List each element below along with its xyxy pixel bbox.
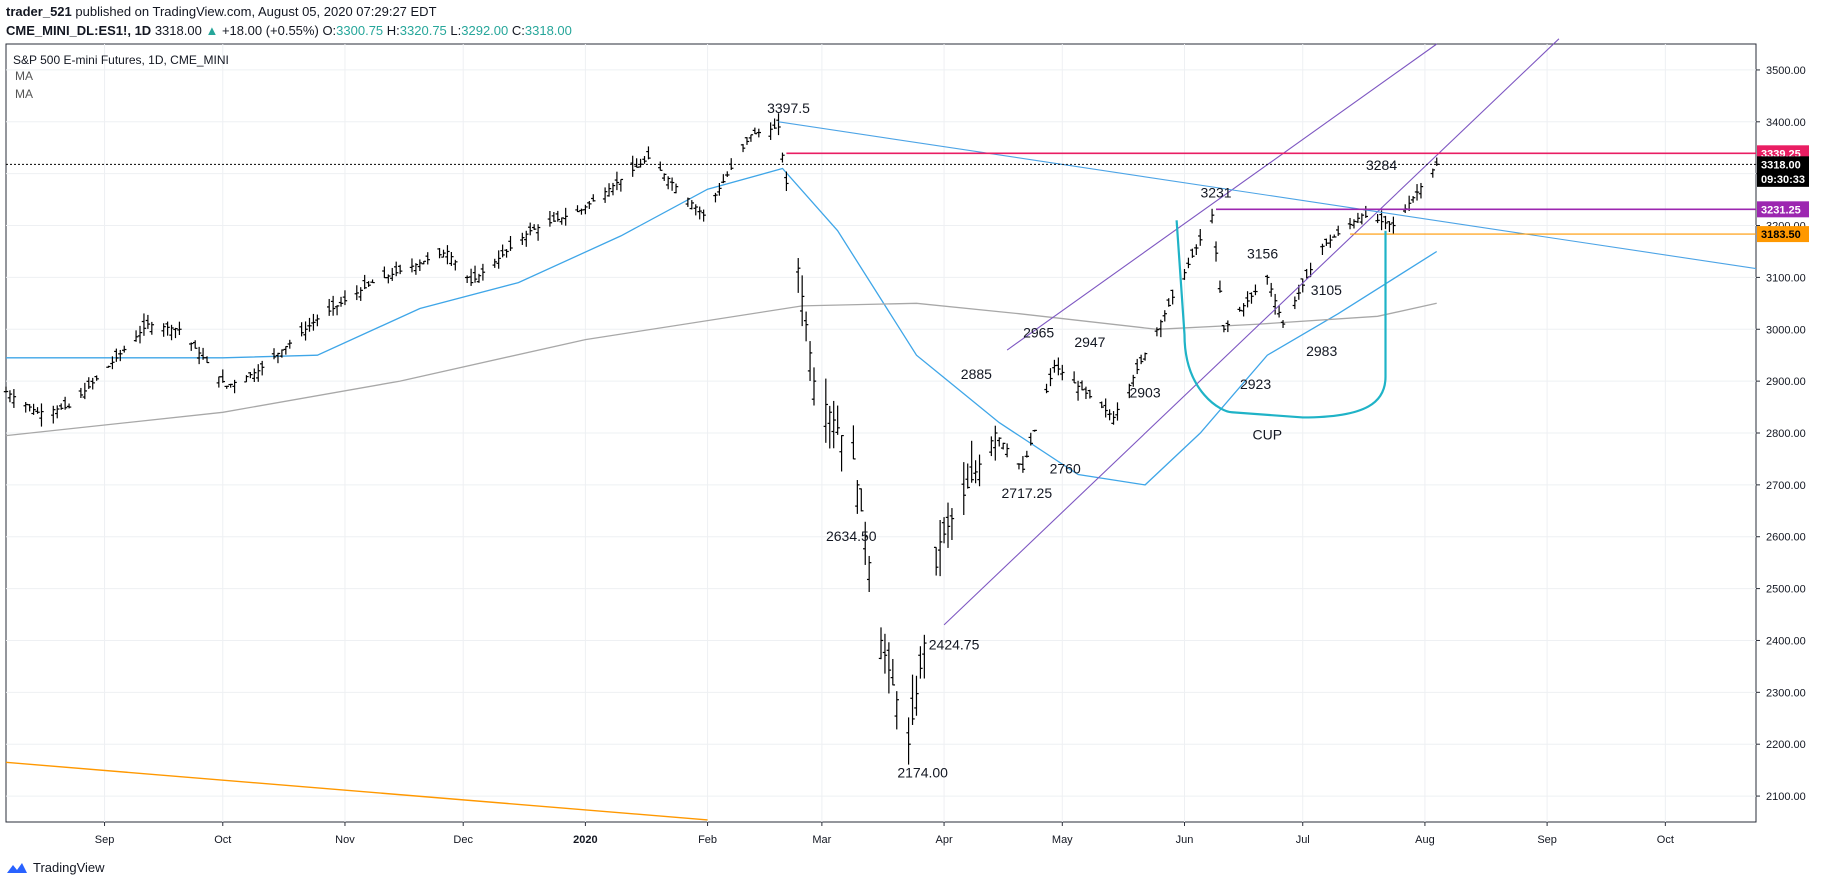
annotations: CUP 3397.5 3231 3284 3156 2965 2947 2885 2903 310… — [767, 100, 1397, 781]
x-tick-label: Apr — [936, 834, 953, 846]
y-tick-label: 2400.00 — [1766, 635, 1806, 647]
price-annotation: 2634.50 — [826, 528, 877, 544]
moving-averages — [5, 167, 1438, 486]
x-tick-label: 2020 — [573, 834, 597, 846]
price-annotation: 3105 — [1311, 282, 1342, 298]
y-tick-label: 2300.00 — [1766, 687, 1806, 699]
tradingview-logo-icon[interactable] — [6, 861, 28, 875]
y-tick-label: 3000.00 — [1766, 324, 1806, 336]
x-tick-label: Aug — [1415, 834, 1435, 846]
x-tick-label: Oct — [214, 834, 231, 846]
x-tick-label: Sep — [1537, 834, 1557, 846]
x-tick-label: Feb — [698, 834, 717, 846]
publish-info: published on TradingView.com, August 05,… — [71, 4, 437, 19]
y-tick-label: 2900.00 — [1766, 376, 1806, 388]
price-annotation: 2174.00 — [897, 765, 948, 781]
price-annotation: 2903 — [1129, 385, 1160, 401]
price-annotation: 2760 — [1050, 461, 1081, 477]
price-annotation: 3284 — [1366, 157, 1397, 173]
price-label: 3231.25 — [1761, 204, 1801, 216]
close-label: C: — [511, 23, 525, 38]
price-annotation: 3231 — [1200, 184, 1231, 200]
low-value: 3292.00 — [461, 23, 509, 38]
price-annotation: 2947 — [1074, 334, 1105, 350]
last-price: 3318.00 — [154, 23, 202, 38]
x-tick-label: May — [1052, 834, 1073, 846]
moving-average-200 — [5, 302, 1437, 437]
indicator-ma-2[interactable]: MA — [15, 87, 33, 101]
moving-average-50 — [6, 167, 1438, 486]
cup-pattern-shape[interactable] — [1175, 220, 1387, 419]
y-tick-label: 2200.00 — [1766, 739, 1806, 751]
quote-line: CME_MINI_DL:ES1!, 1D 3318.00 ▲ +18.00 (+… — [6, 21, 572, 40]
publish-line: trader_521 published on TradingView.com,… — [6, 2, 572, 21]
price-label: 3318.00 — [1761, 159, 1801, 171]
grid — [6, 44, 1756, 822]
price-label-box — [1757, 226, 1809, 243]
x-tick-label: Mar — [812, 834, 831, 846]
price-label-box — [1757, 201, 1809, 218]
x-tick-label: Jul — [1296, 834, 1310, 846]
price-annotation: 2983 — [1306, 343, 1337, 359]
price-bars — [3, 113, 1439, 765]
price-label-box — [1757, 170, 1809, 187]
upper-channel-line[interactable] — [1006, 43, 1438, 351]
footer-brand[interactable]: TradingView — [33, 860, 105, 875]
price-annotation: 2965 — [1023, 324, 1054, 340]
y-tick-label: 2800.00 — [1766, 428, 1806, 440]
price-annotation: 2424.75 — [929, 637, 980, 653]
author-name[interactable]: trader_521 — [6, 4, 72, 19]
price-annotation: 3156 — [1247, 245, 1278, 261]
y-tick-label: 3500.00 — [1766, 65, 1806, 77]
lower-channel-line[interactable] — [943, 38, 1560, 626]
cup-label: CUP — [1252, 426, 1282, 442]
chart-header: trader_521 published on TradingView.com,… — [6, 2, 572, 40]
y-tick-label: 2100.00 — [1766, 791, 1806, 803]
x-tick-label: Oct — [1657, 834, 1674, 846]
open-label: O: — [322, 23, 337, 38]
price-label-box — [1757, 156, 1809, 173]
high-value: 3320.75 — [399, 23, 447, 38]
long-orange-trendline-line[interactable] — [5, 761, 708, 821]
y-tick-label: 2700.00 — [1766, 480, 1806, 492]
price-annotation: 3397.5 — [767, 100, 810, 116]
price-label: 3183.50 — [1761, 229, 1801, 241]
price-label: 09:30:33 — [1761, 174, 1805, 186]
y-tick-label: 3100.00 — [1766, 272, 1806, 284]
x-tick-label: Dec — [453, 834, 473, 846]
x-tick-label: Nov — [335, 834, 355, 846]
drawings[interactable] — [5, 38, 1757, 821]
up-arrow-icon: ▲ — [205, 23, 219, 38]
price-annotation: 2923 — [1240, 376, 1271, 392]
y-tick-label: 2500.00 — [1766, 584, 1806, 596]
x-tick-label: Jun — [1176, 834, 1194, 846]
descending-trendline-line[interactable] — [778, 121, 1757, 270]
x-tick-label: Sep — [95, 834, 115, 846]
price-change: +18.00 (+0.55%) — [221, 23, 319, 38]
y-tick-label: 2600.00 — [1766, 532, 1806, 544]
y-tick-label: 3400.00 — [1766, 117, 1806, 129]
high-label: H: — [386, 23, 400, 38]
chart-title: S&P 500 E-mini Futures, 1D, CME_MINI — [13, 53, 229, 67]
close-value: 3318.00 — [524, 23, 572, 38]
price-annotation: 2885 — [961, 366, 992, 382]
footer: TradingView — [6, 860, 105, 875]
low-label: L: — [450, 23, 462, 38]
symbol-label[interactable]: CME_MINI_DL:ES1!, 1D — [6, 23, 152, 38]
time-axis[interactable]: Sep Oct Nov Dec 2020 Feb Mar Apr May Jun Jul Aug Sep… — [95, 822, 1674, 846]
open-value: 3300.75 — [336, 23, 384, 38]
price-annotation: 2717.25 — [1002, 485, 1053, 501]
indicator-ma-1[interactable]: MA — [15, 69, 33, 83]
